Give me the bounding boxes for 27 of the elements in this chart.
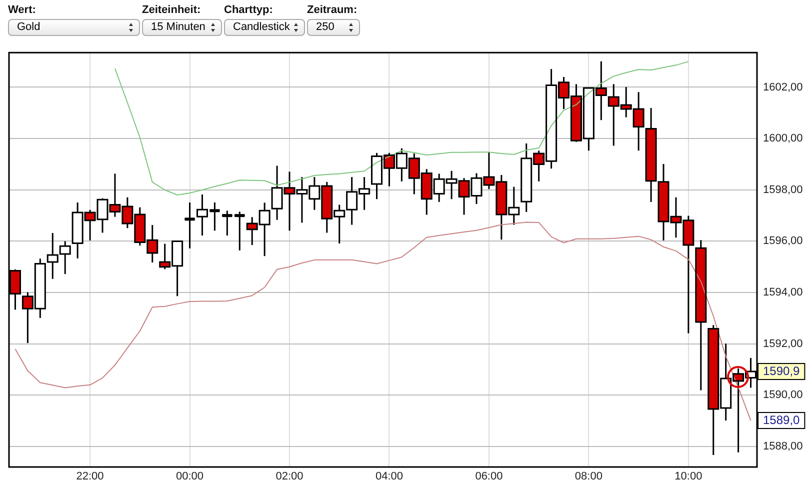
x-tick-label: 22:00 bbox=[76, 470, 104, 483]
candlestick bbox=[222, 210, 232, 236]
y-tick-label: 1598,00 bbox=[763, 184, 803, 196]
candlestick bbox=[234, 210, 245, 252]
text: 1590,9 bbox=[763, 364, 800, 378]
y-tick-label: 1600,00 bbox=[763, 132, 803, 145]
x-tick-label: 00:00 bbox=[176, 470, 204, 483]
y-tick-label: 1596,00 bbox=[763, 235, 803, 248]
text: Charttyp: bbox=[224, 4, 274, 18]
y-tick-label: 1590,00 bbox=[763, 389, 803, 402]
x-tick-label: 02:00 bbox=[276, 470, 304, 483]
dropdown-field: 15 Minuten bbox=[142, 19, 222, 36]
x-tick-label: 06:00 bbox=[475, 470, 503, 483]
text: Zeiteinheit: bbox=[142, 4, 202, 18]
text: 1589,0 bbox=[763, 412, 800, 427]
dropdown-field: 250 bbox=[307, 19, 360, 36]
y-tick-label: 1602,00 bbox=[763, 81, 803, 94]
y-tick-label: 1588,00 bbox=[763, 440, 803, 453]
y-tick-label: 1594,00 bbox=[763, 286, 803, 299]
y-tick-label: 1592,00 bbox=[763, 338, 803, 350]
text: Wert: bbox=[8, 4, 37, 18]
x-tick-label: 04:00 bbox=[375, 470, 403, 483]
dropdown-field: Candlestick bbox=[224, 19, 305, 36]
dropdown-field: Gold bbox=[8, 19, 140, 36]
text: Zeitraum: bbox=[307, 4, 358, 18]
x-tick-label: 08:00 bbox=[574, 470, 602, 483]
x-tick-label: 10:00 bbox=[674, 470, 702, 483]
